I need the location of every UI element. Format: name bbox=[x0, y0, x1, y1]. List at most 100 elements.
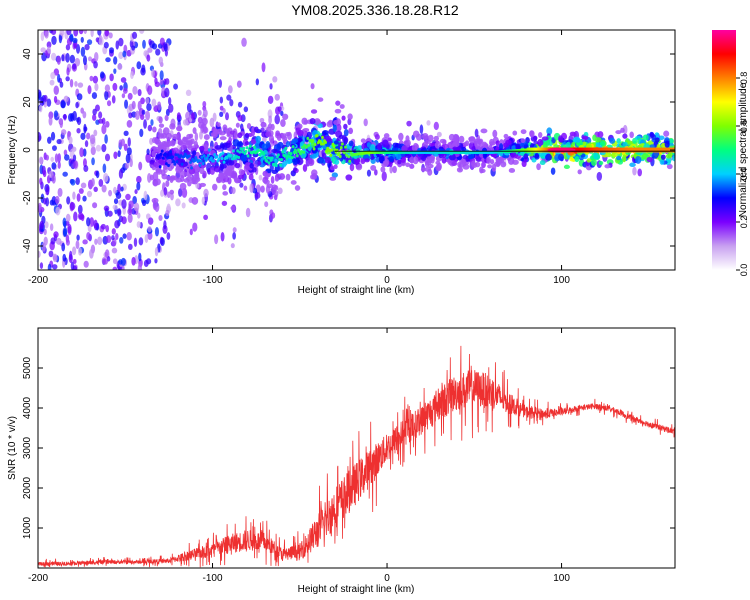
spectrogram-band-mark bbox=[224, 142, 231, 149]
spectrogram-noise-mark bbox=[101, 184, 107, 193]
spectrogram-noise-mark bbox=[76, 234, 80, 241]
spectrogram-noise-mark bbox=[39, 177, 43, 186]
spectrogram-band-mark bbox=[649, 133, 655, 138]
spectrogram-noise-mark bbox=[237, 114, 243, 122]
y-tick-label: 20 bbox=[22, 96, 33, 108]
spectrogram-ridge-mark bbox=[267, 161, 271, 165]
spectrogram-band-mark bbox=[508, 168, 516, 173]
spectrogram-band-mark bbox=[163, 164, 168, 170]
spectrogram-noise-mark bbox=[146, 103, 152, 112]
spectrogram-noise-mark bbox=[120, 257, 126, 266]
spectrogram-noise-mark bbox=[163, 187, 168, 196]
spectrogram-noise-mark bbox=[243, 185, 248, 191]
spectrogram-noise-mark bbox=[117, 150, 121, 158]
spectrogram-noise-mark bbox=[52, 253, 58, 261]
spectrogram-noise-mark bbox=[120, 138, 126, 147]
spectrogram-ridge-mark bbox=[348, 159, 352, 163]
spectrogram-ridge-mark bbox=[320, 142, 323, 146]
spectrogram-band-mark bbox=[369, 144, 376, 152]
spectrogram-band-mark bbox=[622, 141, 628, 147]
spectrogram-noise-mark bbox=[62, 253, 67, 262]
spectrogram-ridge-mark bbox=[337, 151, 341, 155]
spectrogram-band-mark bbox=[616, 138, 621, 144]
spectrogram-band-mark bbox=[392, 165, 397, 174]
spectrogram-band-mark bbox=[244, 141, 250, 146]
spectrogram-noise-mark bbox=[141, 109, 146, 115]
colorbar-tick-label: 0.4 bbox=[739, 168, 749, 181]
spectrogram-noise-mark bbox=[65, 44, 71, 51]
spectrogram-noise-mark bbox=[125, 193, 131, 201]
spectrogram-band-mark bbox=[495, 157, 503, 165]
spectrogram-noise-mark bbox=[220, 231, 225, 242]
spectrogram-band-mark bbox=[451, 161, 458, 166]
spectrogram-ridge-mark bbox=[270, 156, 274, 160]
spectrogram-band-mark bbox=[280, 119, 286, 128]
spectrogram-band-mark bbox=[255, 135, 261, 143]
spectrogram-noise-mark bbox=[596, 171, 603, 182]
spectrogram-band-mark bbox=[281, 135, 288, 142]
spectrogram-noise-mark bbox=[221, 200, 228, 206]
spectrogram-band-mark bbox=[151, 197, 159, 204]
spectrogram-ridge-mark bbox=[322, 142, 325, 146]
spectrogram-noise-mark bbox=[93, 60, 98, 69]
spectrogram-noise-mark bbox=[126, 120, 133, 128]
spectrogram-band-mark bbox=[159, 160, 167, 166]
spectrogram-noise-mark bbox=[139, 128, 144, 138]
spectrogram-ridge-mark bbox=[201, 161, 205, 166]
spectrogram-band-mark bbox=[364, 158, 370, 163]
spectrogram-band-mark bbox=[213, 165, 221, 173]
spectrogram-noise-mark bbox=[90, 146, 96, 156]
spectrogram-band-mark bbox=[664, 137, 670, 142]
y-tick-label: 1000 bbox=[22, 516, 33, 539]
spectrogram-band-mark bbox=[291, 138, 299, 144]
spectrogram-noise-mark bbox=[107, 210, 113, 217]
spectrogram-noise-mark bbox=[50, 52, 57, 61]
spectrogram-noise-mark bbox=[44, 31, 49, 39]
spectrogram-band-mark bbox=[290, 170, 296, 177]
spectrogram-noise-mark bbox=[127, 92, 133, 100]
spectrogram-noise-mark bbox=[83, 260, 89, 268]
spectrogram-noise-mark bbox=[158, 56, 164, 65]
spectrogram-band-mark bbox=[468, 142, 476, 150]
x-tick-label: -200 bbox=[28, 573, 48, 584]
spectrogram-x-label: Height of straight line (km) bbox=[298, 285, 415, 296]
spectrogram-noise-mark bbox=[280, 110, 284, 117]
spectrogram-band-mark bbox=[325, 142, 331, 148]
x-tick-label: -200 bbox=[28, 275, 48, 286]
spectrogram-noise-mark bbox=[154, 226, 159, 237]
spectrogram-noise-mark bbox=[136, 181, 141, 191]
spectrogram-band-mark bbox=[257, 160, 262, 166]
spectrogram-band-mark bbox=[427, 168, 433, 176]
spectrogram-band-mark bbox=[383, 133, 390, 139]
spectrogram-band-mark bbox=[503, 133, 509, 139]
spectrogram-noise-mark bbox=[118, 37, 124, 47]
spectrogram-band-mark bbox=[254, 126, 259, 133]
spectrogram-noise-mark bbox=[63, 95, 69, 103]
spectrogram-noise-mark bbox=[137, 88, 142, 97]
spectrogram-noise-mark bbox=[181, 202, 186, 209]
spectrogram-noise-mark bbox=[226, 94, 232, 101]
spectrogram-noise-mark bbox=[219, 111, 224, 117]
spectrogram-noise-mark bbox=[57, 187, 63, 197]
spectrogram-band-mark bbox=[434, 141, 442, 149]
spectrogram-noise-mark bbox=[49, 79, 55, 86]
spectrogram-peak-mark bbox=[547, 147, 576, 153]
spectrogram-noise-mark bbox=[68, 113, 73, 122]
spectrogram-noise-mark bbox=[157, 101, 162, 111]
spectrogram-band-mark bbox=[199, 145, 205, 152]
spectrogram-band-mark bbox=[237, 174, 245, 180]
spectrogram-noise-mark bbox=[264, 201, 269, 208]
spectrogram-band-mark bbox=[597, 131, 604, 138]
spectrogram-band-mark bbox=[317, 97, 324, 102]
spectrogram-noise-mark bbox=[70, 261, 75, 270]
spectrogram-band-mark bbox=[654, 137, 660, 143]
spectrogram-band-mark bbox=[321, 152, 327, 160]
spectrogram-noise-mark bbox=[145, 96, 150, 106]
spectrogram-band-mark bbox=[546, 127, 553, 136]
spectrogram-noise-mark bbox=[136, 221, 141, 228]
spectrogram-noise-mark bbox=[80, 36, 84, 43]
spectrogram-ridge-mark bbox=[179, 154, 183, 158]
spectrogram-band-mark bbox=[219, 144, 226, 149]
spectrogram-ridge-mark bbox=[283, 154, 287, 158]
spectrogram-ridge-mark bbox=[190, 166, 193, 170]
